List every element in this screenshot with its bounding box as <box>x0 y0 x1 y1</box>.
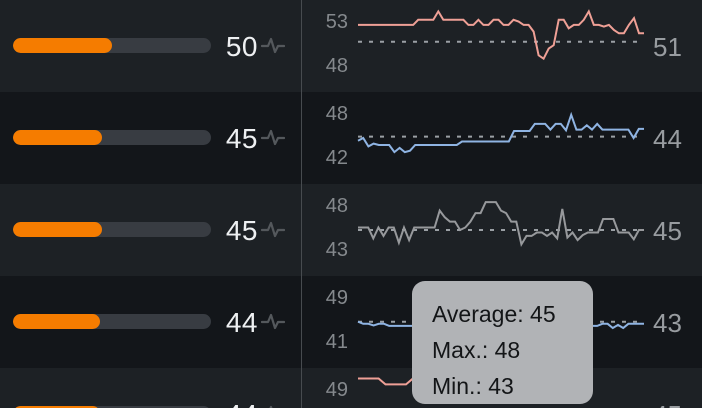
axis-label-top: 48 <box>325 103 348 125</box>
sensor-row: 45 48 43 45 <box>0 184 702 276</box>
usage-bar-fill <box>13 406 101 408</box>
sparkline-current-value: 45 <box>653 216 682 246</box>
sparkline-chart[interactable] <box>356 192 648 270</box>
sparkline-current-value: 51 <box>653 32 682 62</box>
tooltip-max: Max.: 48 <box>432 337 521 363</box>
usage-bar-fill <box>13 38 112 53</box>
axis-label-top: 48 <box>325 195 348 217</box>
axis-label-top: 49 <box>325 287 348 309</box>
sparkline-current-value: 43 <box>653 308 682 338</box>
sensor-row: 50 53 48 51 <box>0 0 702 92</box>
sparkline-current-value: 44 <box>653 124 682 154</box>
axis-label-bottom: 41 <box>325 331 348 353</box>
panel-divider <box>301 0 302 408</box>
sensor-row: 45 48 42 44 <box>0 92 702 184</box>
sparkline-chart[interactable] <box>356 8 648 86</box>
axis-label-top: 49 <box>325 379 348 401</box>
axis-label-top: 53 <box>325 11 348 33</box>
sensor-value: 50 <box>225 31 258 62</box>
sparkline-chart[interactable] <box>356 100 648 178</box>
sensor-value: 45 <box>225 215 258 246</box>
usage-bar <box>13 314 211 329</box>
usage-bar-fill <box>13 222 103 237</box>
usage-bar <box>13 222 211 237</box>
axis-label-bottom: 42 <box>325 147 348 169</box>
pulse-icon <box>261 129 285 146</box>
usage-bar-fill <box>13 130 103 145</box>
axis-label-bottom: 48 <box>325 55 348 77</box>
sensor-row: 44 49 41 43 <box>0 276 702 368</box>
axis-label-bottom: 43 <box>325 239 348 261</box>
tooltip-average: Average: 45 <box>432 301 556 327</box>
tooltip-min: Min.: 43 <box>432 373 514 399</box>
usage-bar <box>13 130 211 145</box>
usage-bar <box>13 406 211 408</box>
pulse-icon <box>261 313 285 330</box>
sparkline-tooltip: Average: 45 Max.: 48 Min.: 43 <box>412 281 593 404</box>
sensor-row: 44 49 45 <box>0 368 702 408</box>
pulse-icon <box>261 221 285 238</box>
sparkline-current-value: 45 <box>653 400 701 408</box>
usage-bar-fill <box>13 314 101 329</box>
sensor-value: 44 <box>140 398 258 408</box>
pulse-icon <box>261 37 285 54</box>
sensor-value: 45 <box>225 123 258 154</box>
sensor-value: 44 <box>225 307 258 338</box>
usage-bar <box>13 38 211 53</box>
